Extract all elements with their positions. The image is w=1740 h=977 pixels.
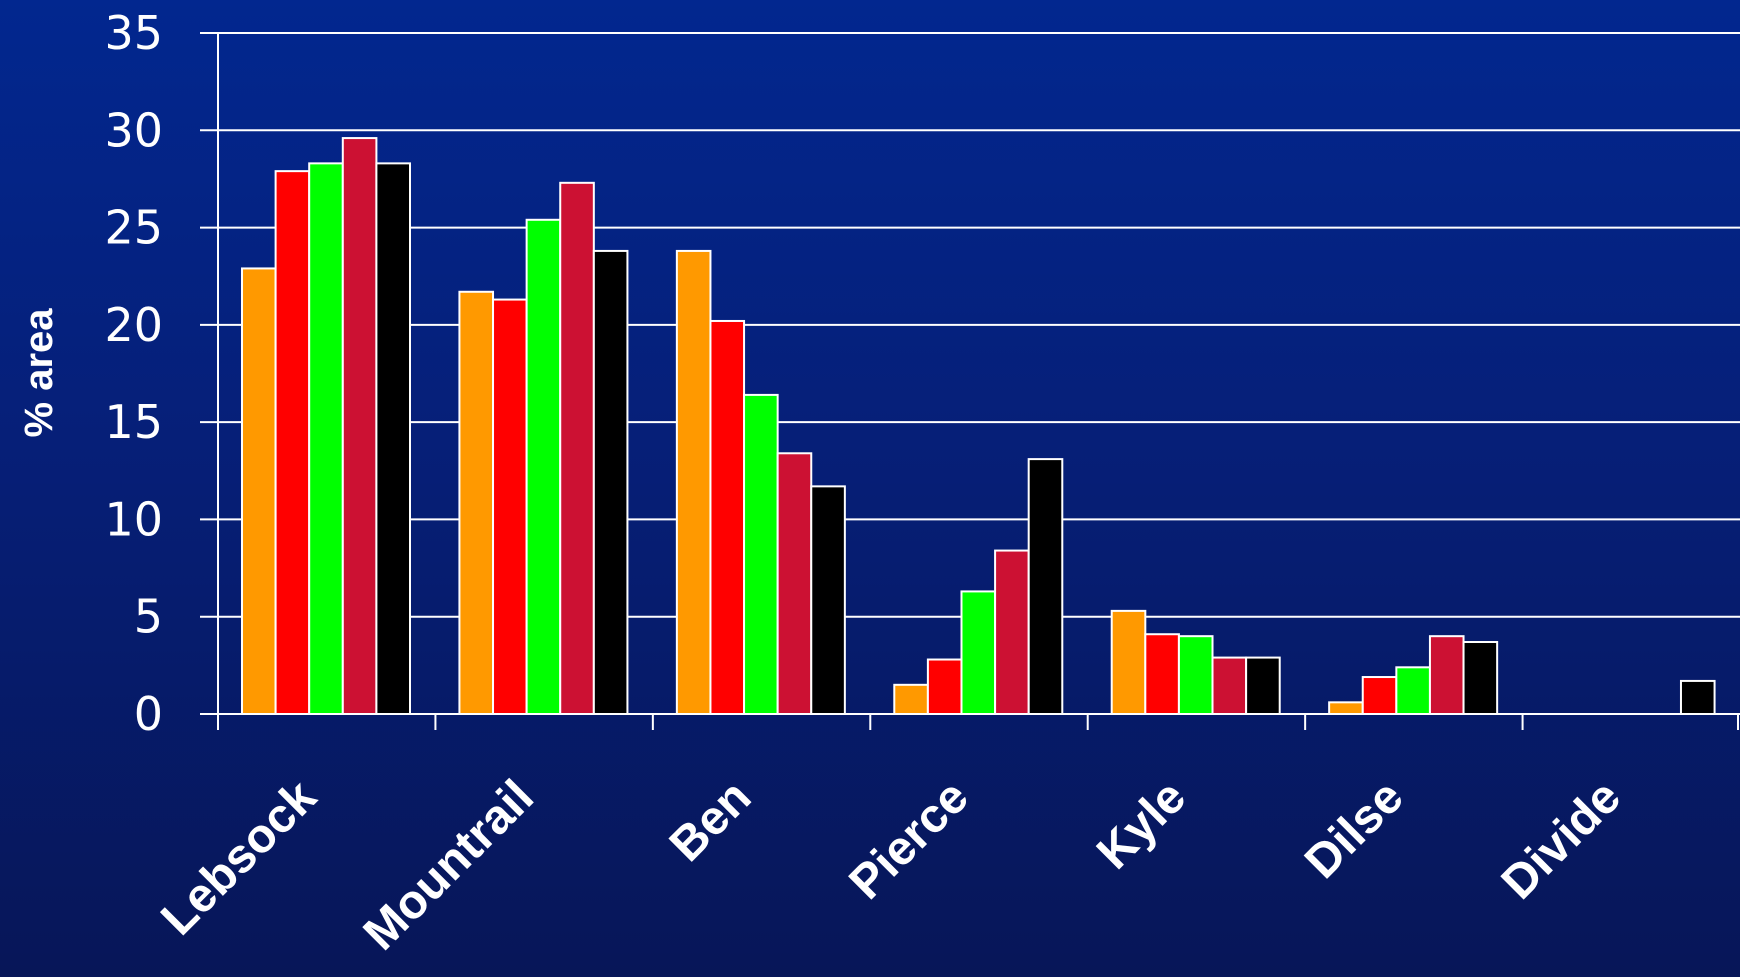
bar: [743, 393, 779, 715]
bar: [592, 249, 629, 715]
y-tick-label: 10: [104, 492, 163, 546]
bar: [1395, 666, 1431, 715]
x-category-label: Ben: [660, 770, 762, 872]
y-axis-tick-labels: 0 5 10 15 20 25 30 35: [104, 6, 163, 741]
bar: [458, 290, 495, 715]
x-category-label: Dilse: [1295, 770, 1414, 889]
bar: [525, 218, 562, 715]
bar: [893, 683, 929, 715]
bar: [1328, 701, 1364, 716]
y-tick-label: 20: [104, 298, 163, 352]
axes: [217, 33, 1740, 730]
bar: [994, 549, 1030, 715]
bar: [1027, 458, 1064, 715]
x-category-label: Divide: [1492, 770, 1631, 909]
x-category-label: Kyle: [1087, 770, 1196, 879]
bar: [559, 181, 595, 715]
bar: [1245, 656, 1281, 715]
bar: [1211, 656, 1248, 715]
bar: [709, 319, 746, 715]
bar: [1177, 635, 1214, 716]
y-tick-label: 35: [104, 6, 163, 60]
bar: [810, 485, 846, 716]
bar: [675, 249, 712, 715]
bar: [341, 137, 378, 716]
bar: [1679, 679, 1716, 715]
bar: [241, 267, 277, 715]
y-tick-label: 30: [104, 103, 163, 157]
x-category-label: Lebsock: [151, 770, 326, 945]
bar: [1428, 635, 1465, 716]
bar: [960, 590, 997, 715]
bar: [492, 298, 528, 715]
bar: [1462, 641, 1499, 715]
y-tick-label: 5: [134, 590, 163, 644]
bars: [241, 137, 1716, 716]
bar: [926, 658, 963, 716]
bar: [1110, 609, 1147, 715]
x-category-label: Mountrail: [354, 770, 544, 960]
x-axis-category-labels: Lebsock Mountrail Ben Pierce Kyle Dilse Divide: [151, 770, 1631, 960]
x-category-label: Pierce: [839, 770, 978, 909]
y-axis-title: % area: [17, 308, 61, 438]
bar: [1361, 676, 1398, 716]
y-tick-label: 15: [104, 395, 163, 449]
y-tick-label: 0: [134, 687, 163, 741]
bar: [1144, 633, 1180, 715]
bar: [776, 452, 813, 715]
bar: [375, 162, 411, 715]
y-tick-label: 25: [104, 201, 163, 255]
bar: [308, 162, 344, 715]
bar: [274, 170, 311, 716]
